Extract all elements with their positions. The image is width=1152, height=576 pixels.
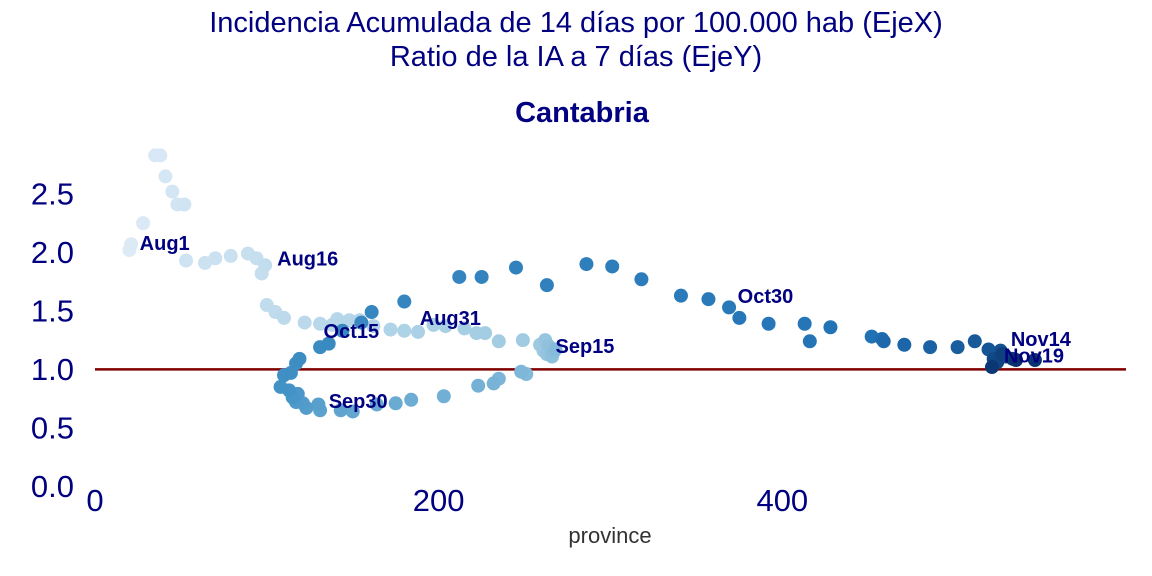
data-point	[1009, 353, 1024, 367]
data-point	[950, 340, 965, 355]
data-point	[364, 305, 379, 320]
y-axis-ticks: 0.0 0.5 1.0 1.5 2.0 2.5	[31, 176, 74, 503]
date-label: Oct30	[738, 286, 794, 308]
date-label: Aug16	[277, 248, 338, 270]
data-point	[136, 216, 151, 231]
data-point	[761, 316, 776, 331]
data-points	[122, 148, 1042, 419]
data-point	[579, 257, 594, 272]
figure-title-line-2: Ratio de la IA a 7 días (EjeY)	[389, 41, 763, 73]
y-tick-label: 1.5	[31, 293, 74, 328]
data-point	[722, 300, 737, 315]
data-point	[388, 396, 403, 411]
data-point	[369, 397, 384, 412]
date-label: Sep30	[329, 391, 388, 413]
data-point	[177, 197, 192, 212]
data-point	[411, 324, 426, 339]
data-point	[634, 272, 649, 287]
x-tick-label: 0	[86, 483, 103, 518]
y-tick-label: 1.0	[31, 352, 74, 387]
data-point	[354, 315, 369, 330]
y-tick-label: 2.5	[31, 176, 74, 211]
data-point	[984, 360, 999, 375]
data-point	[1027, 353, 1042, 367]
x-axis-ticks: 0 200 400	[86, 483, 808, 518]
data-point	[397, 294, 412, 309]
data-point	[258, 258, 273, 273]
data-point	[802, 334, 817, 349]
data-point	[452, 269, 467, 284]
date-label: Oct15	[324, 321, 380, 343]
data-point	[223, 248, 238, 263]
data-point	[876, 334, 891, 349]
data-point	[605, 259, 620, 274]
data-point	[491, 334, 506, 349]
data-point	[330, 312, 345, 327]
data-point	[471, 378, 486, 393]
data-point	[923, 340, 938, 355]
date-label: Aug1	[140, 233, 190, 255]
data-point	[335, 323, 350, 338]
data-point	[124, 237, 139, 252]
data-point	[823, 320, 838, 335]
data-point	[474, 269, 489, 284]
figure-title-line-1: Incidencia Acumulada de 14 días por 100.…	[209, 7, 943, 39]
data-point	[478, 326, 493, 341]
y-tick-label: 0.0	[31, 469, 74, 504]
data-point	[457, 321, 472, 336]
data-point	[897, 337, 912, 352]
data-point	[321, 336, 336, 351]
data-point	[313, 316, 328, 331]
data-point	[701, 292, 716, 307]
x-tick-label: 400	[756, 483, 808, 518]
x-tick-label: 200	[413, 483, 465, 518]
data-point	[486, 376, 501, 391]
data-point	[297, 315, 312, 330]
data-point	[345, 404, 360, 419]
date-label: Sep15	[556, 336, 615, 358]
data-point	[273, 379, 288, 394]
chart-title: Cantabria	[515, 97, 649, 129]
data-point	[508, 260, 523, 275]
data-point	[539, 278, 554, 293]
data-point	[426, 317, 441, 332]
y-tick-label: 0.5	[31, 410, 74, 445]
date-label: Aug31	[420, 308, 481, 330]
data-point	[436, 389, 451, 404]
data-point	[515, 333, 530, 348]
data-point	[514, 364, 529, 379]
data-point	[967, 334, 982, 349]
data-point	[342, 313, 357, 328]
data-point	[732, 310, 747, 325]
data-point	[383, 322, 398, 337]
date-label: Nov19	[1004, 345, 1064, 367]
data-point	[277, 310, 292, 325]
date-label: Nov14	[1011, 329, 1072, 351]
data-point	[165, 184, 180, 199]
data-point	[311, 397, 326, 412]
data-point	[366, 319, 381, 334]
data-point	[548, 342, 563, 357]
data-point	[292, 351, 307, 366]
data-point	[673, 288, 688, 303]
data-point	[397, 323, 412, 338]
data-point	[797, 316, 812, 331]
data-point	[438, 319, 453, 334]
data-point	[333, 403, 348, 418]
date-labels: Aug1 Aug16 Aug31 Sep15 Sep30 Oct15 Oct30 Nov14N…	[140, 233, 1072, 413]
data-point	[158, 169, 173, 184]
data-point	[404, 392, 419, 407]
data-point	[208, 251, 223, 266]
x-axis-label: province	[568, 523, 652, 548]
data-point	[179, 253, 194, 268]
y-tick-label: 2.0	[31, 235, 74, 270]
data-point	[153, 148, 168, 163]
